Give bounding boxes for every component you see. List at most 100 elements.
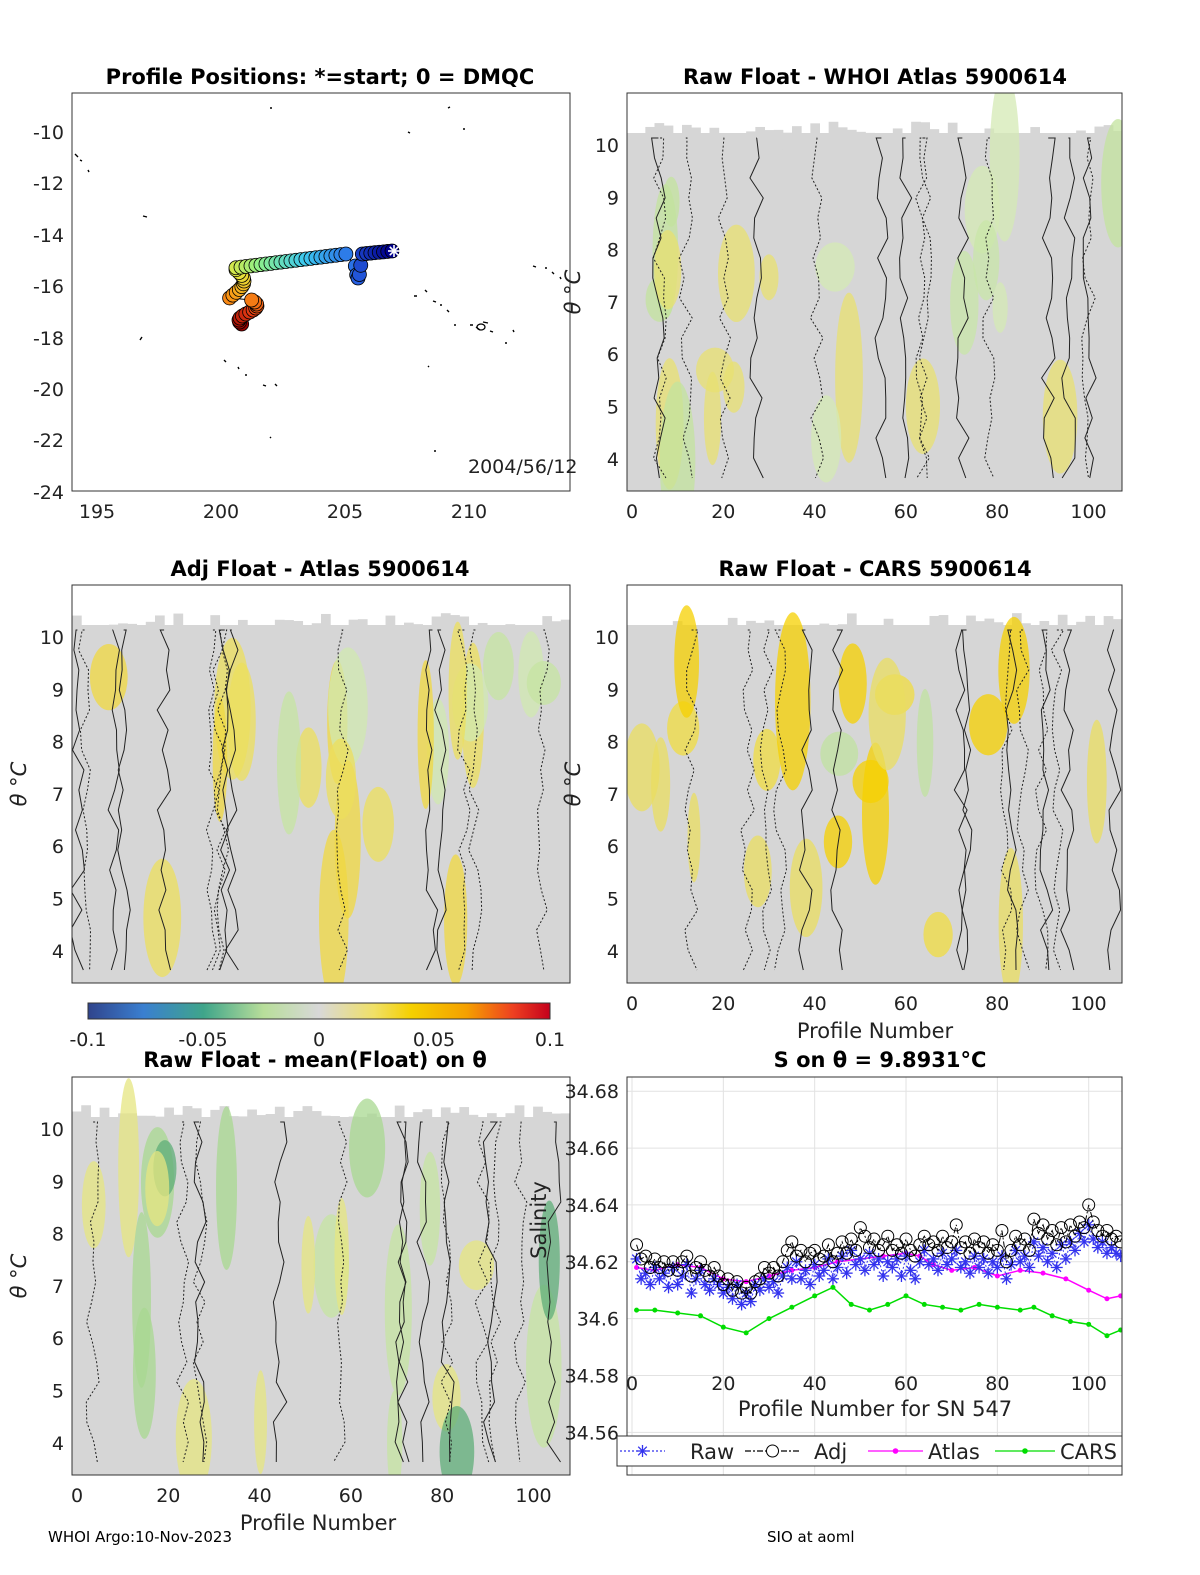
start-marker xyxy=(388,245,400,257)
y-tick: 4 xyxy=(52,941,64,963)
map-date-label: 2004/56/12 xyxy=(468,456,578,478)
contour-field xyxy=(72,613,570,983)
point-cars xyxy=(848,1301,854,1307)
point-raw xyxy=(703,1284,716,1297)
point-raw xyxy=(662,1281,675,1294)
x-ticks: 0 20 40 60 80 100 xyxy=(626,1373,1107,1395)
map-ytick: -20 xyxy=(33,379,64,401)
track-position xyxy=(338,246,354,262)
point-adj xyxy=(853,1221,867,1235)
point-adj xyxy=(1082,1198,1096,1212)
point-raw xyxy=(644,1278,657,1291)
point-adj xyxy=(707,1260,721,1274)
point-raw xyxy=(881,1255,894,1268)
y-axis-label: Salinity xyxy=(527,1181,551,1259)
y-tick: 6 xyxy=(607,344,619,366)
x-axis-label: Profile Number xyxy=(240,1511,397,1535)
point-adj xyxy=(657,1255,671,1269)
series-line-cars xyxy=(636,1286,1121,1337)
point-adj xyxy=(844,1232,858,1246)
point-raw xyxy=(840,1267,853,1280)
legend-item: CARS xyxy=(995,1440,1117,1464)
point-adj xyxy=(881,1229,895,1243)
y-tick: 9 xyxy=(607,679,619,701)
point-raw xyxy=(826,1272,839,1285)
map-xtick: 195 xyxy=(79,501,115,523)
point-cars xyxy=(830,1284,836,1290)
point-cars xyxy=(634,1307,640,1313)
x-tick: 20 xyxy=(711,1373,735,1395)
map-ytick: -12 xyxy=(33,173,64,195)
y-tick: 9 xyxy=(52,679,64,701)
point-atlas xyxy=(994,1273,1000,1279)
colorbar-tick: -0.1 xyxy=(69,1029,106,1051)
map-ytick: -14 xyxy=(33,225,64,247)
point-raw xyxy=(735,1298,748,1311)
colorbar: -0.1 -0.05 0 0.05 0.1 xyxy=(69,1002,565,1051)
panel-raw-whoi-atlas: Raw Float - WHOI Atlas 5900614 θ °C 0 20 4… xyxy=(561,65,1123,523)
panel-raw-minus-mean: Raw Float - mean(Float) on θ θ °C Profil… xyxy=(7,1048,571,1535)
point-raw xyxy=(982,1267,995,1280)
point-adj xyxy=(703,1269,717,1283)
point-cars xyxy=(1049,1313,1055,1319)
point-cars xyxy=(940,1304,946,1310)
point-raw xyxy=(886,1261,899,1274)
map-panel: Profile Positions: *=start; 0 = DMQC 200… xyxy=(33,65,578,523)
point-adj xyxy=(999,1255,1013,1269)
point-atlas xyxy=(634,1264,640,1270)
x-tick: 0 xyxy=(71,1485,83,1507)
x-tick: 80 xyxy=(985,501,1009,523)
point-raw xyxy=(794,1272,807,1285)
map-xticks: 195 200 205 210 xyxy=(79,501,487,523)
point-raw xyxy=(671,1278,684,1291)
legend-item: Adj xyxy=(745,1440,847,1464)
point-cars xyxy=(652,1307,658,1313)
series-layer xyxy=(630,1198,1122,1339)
x-tick: 20 xyxy=(156,1485,180,1507)
y-tick: 4 xyxy=(607,941,619,963)
point-atlas xyxy=(1040,1270,1046,1276)
point-adj xyxy=(744,1286,758,1300)
panel-adj-atlas: Adj Float - Atlas 5900614 θ °C 10 9 8 7 6 5 4 xyxy=(7,557,571,984)
point-raw xyxy=(1068,1244,1081,1257)
point-raw xyxy=(991,1261,1004,1274)
point-cars xyxy=(766,1316,772,1322)
panel-raw-cars: Raw Float - CARS 5900614 θ °C Profile Nu… xyxy=(561,557,1123,1043)
x-tick: 100 xyxy=(1070,501,1106,523)
point-cars xyxy=(743,1330,749,1336)
y-ticks: 34.68 34.66 34.64 34.62 34.6 34.58 34.56 xyxy=(565,1081,619,1444)
point-cars xyxy=(1086,1321,1092,1327)
contour-field xyxy=(72,1078,570,1475)
point-adj xyxy=(826,1255,840,1269)
map-xtick: 210 xyxy=(451,501,487,523)
point-adj xyxy=(776,1255,790,1269)
x-tick: 80 xyxy=(430,1485,454,1507)
point-atlas xyxy=(1017,1267,1023,1273)
point-adj xyxy=(858,1229,872,1243)
y-tick: 6 xyxy=(52,1328,64,1350)
point-adj xyxy=(771,1269,785,1283)
point-raw xyxy=(945,1252,958,1265)
point-adj xyxy=(694,1255,708,1269)
track-position xyxy=(244,292,260,308)
point-raw xyxy=(1000,1272,1013,1285)
point-adj xyxy=(913,1238,927,1252)
point-cars xyxy=(958,1307,964,1313)
point-adj xyxy=(977,1235,991,1249)
point-adj xyxy=(995,1224,1009,1238)
x-tick: 40 xyxy=(803,993,827,1015)
y-tick: 7 xyxy=(607,784,619,806)
point-adj xyxy=(721,1272,735,1286)
coastline-islands xyxy=(74,106,562,473)
point-adj xyxy=(931,1243,945,1257)
salinity-chart: S on θ = 9.8931°C 34.6834.6634.6434.6234… xyxy=(527,1048,1123,1476)
point-raw xyxy=(772,1287,785,1300)
legend-label: CARS xyxy=(1060,1440,1117,1464)
point-raw xyxy=(858,1264,871,1277)
x-tick: 60 xyxy=(894,501,918,523)
point-raw xyxy=(1032,1250,1045,1263)
y-tick: 8 xyxy=(607,732,619,754)
y-tick: 34.66 xyxy=(565,1138,619,1160)
y-tick: 6 xyxy=(52,836,64,858)
